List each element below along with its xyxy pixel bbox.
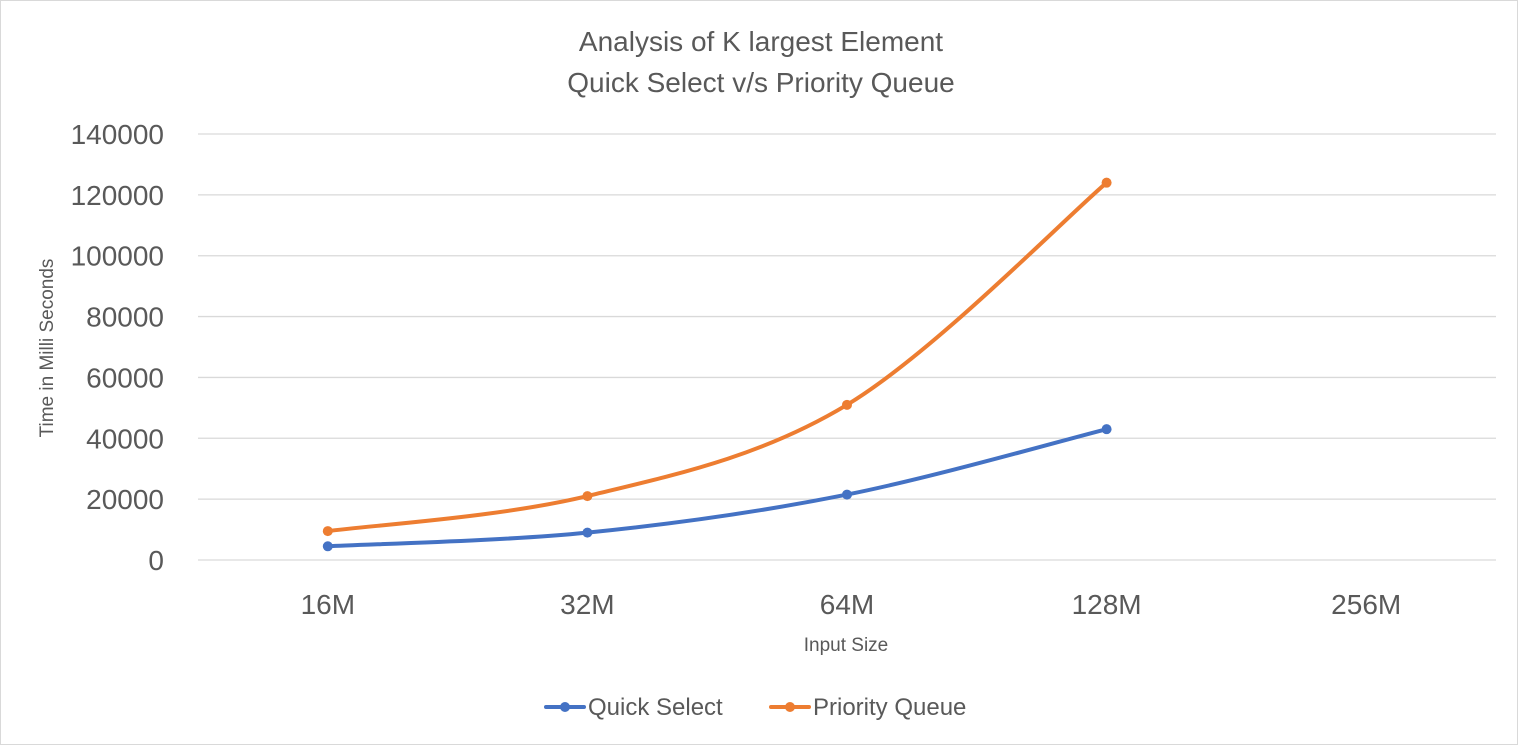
priority-queue-point — [842, 399, 852, 410]
x-tick-label: 256M — [1331, 589, 1401, 620]
y-tick-label: 0 — [148, 545, 164, 576]
priority-queue-point — [1101, 177, 1112, 188]
data-series — [322, 177, 1112, 552]
legend-label: Quick Select — [588, 694, 723, 721]
legend-item-quick-select: Quick Select — [544, 694, 723, 721]
quick-select-point — [842, 489, 852, 500]
priority-queue-line — [325, 180, 1109, 534]
x-tick-label: 32M — [560, 589, 614, 620]
quick-select-point — [322, 541, 333, 552]
gridlines — [198, 133, 1496, 561]
y-axis-title: Time in Milli Seconds — [37, 259, 58, 438]
x-tick-label: 16M — [301, 589, 355, 620]
y-tick-label: 80000 — [86, 302, 164, 333]
x-axis-title: Input Size — [804, 635, 889, 656]
y-tick-label: 20000 — [86, 484, 164, 515]
quick-select-line — [325, 427, 1109, 549]
priority-queue-point — [582, 491, 593, 502]
y-tick-label: 120000 — [71, 180, 164, 211]
legend-point-marker — [785, 702, 795, 712]
y-tick-label: 140000 — [71, 119, 164, 150]
chart-title-line-2: Quick Select v/s Priority Queue — [567, 67, 954, 98]
legend-label: Priority Queue — [813, 694, 966, 721]
legend-point-marker — [560, 702, 570, 712]
priority-queue-point — [322, 526, 333, 537]
x-axis-tick-labels: 16M 32M 64M 128M 256M — [301, 589, 1402, 620]
chart-title-line-1: Analysis of K largest Element — [579, 26, 943, 57]
chart-legend: Quick Select Priority Queue — [544, 694, 966, 721]
quick-select-point — [1101, 424, 1112, 435]
y-tick-label: 40000 — [86, 423, 164, 454]
x-tick-label: 128M — [1072, 589, 1142, 620]
y-tick-label: 60000 — [86, 362, 164, 393]
y-tick-label: 100000 — [71, 241, 164, 272]
y-axis-tick-labels: 0 20000 40000 60000 80000 100000 120000 140000 — [71, 119, 164, 576]
quick-select-point — [582, 527, 593, 538]
legend-item-priority-queue: Priority Queue — [769, 694, 966, 721]
x-tick-label: 64M — [820, 589, 874, 620]
